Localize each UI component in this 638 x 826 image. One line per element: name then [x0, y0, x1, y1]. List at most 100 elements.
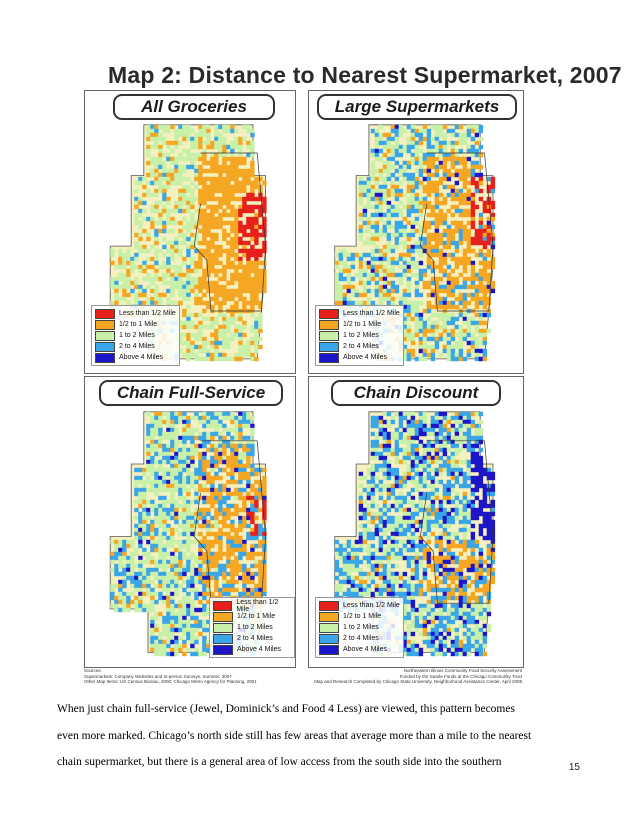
tract-cell — [170, 216, 175, 222]
tract-cell — [366, 192, 372, 198]
tract-cell — [242, 276, 247, 282]
tract-cell — [150, 643, 155, 649]
tract-cell — [182, 567, 187, 573]
tract-cell — [382, 252, 388, 258]
tract-cell — [426, 475, 432, 481]
tract-cell — [406, 316, 412, 322]
tract-cell — [238, 332, 243, 338]
tract-cell — [186, 523, 191, 529]
tract-cell — [198, 623, 203, 629]
tract-cell — [386, 144, 392, 150]
tract-cell — [358, 515, 364, 521]
tract-cell — [226, 264, 231, 270]
tract-cell — [334, 292, 340, 298]
tract-cell — [234, 288, 239, 294]
tract-cell — [206, 224, 211, 230]
tract-cell — [170, 427, 175, 433]
tract-cell — [170, 124, 175, 130]
tract-cell — [478, 459, 484, 465]
tract-cell — [210, 487, 215, 493]
tract-cell — [162, 639, 167, 645]
tract-cell — [426, 519, 432, 525]
tract-cell — [454, 515, 460, 521]
tract-cell — [382, 511, 388, 517]
tract-cell — [174, 555, 179, 561]
tract-cell — [206, 487, 211, 493]
tract-cell — [418, 148, 424, 154]
tract-cell — [390, 551, 396, 557]
tract-cell — [406, 292, 412, 298]
tract-cell — [190, 204, 195, 210]
legend-swatch — [213, 611, 233, 622]
tract-cell — [162, 467, 167, 473]
tract-cell — [138, 535, 143, 541]
tract-cell — [402, 148, 408, 154]
tract-cell — [378, 427, 384, 433]
tract-cell — [454, 535, 460, 541]
tract-cell — [182, 551, 187, 557]
tract-cell — [434, 124, 440, 130]
tract-cell — [446, 252, 452, 258]
tract-cell — [174, 132, 179, 138]
tract-cell — [146, 284, 151, 290]
tract-cell — [458, 160, 464, 166]
tract-cell — [470, 336, 476, 342]
tract-cell — [250, 336, 255, 342]
tract-cell — [166, 459, 171, 465]
tract-cell — [358, 531, 364, 537]
tract-cell — [218, 555, 223, 561]
tract-cell — [138, 583, 143, 589]
tract-cell — [214, 459, 219, 465]
tract-cell — [342, 264, 348, 270]
tract-cell — [246, 248, 251, 254]
tract-cell — [430, 164, 436, 170]
tract-cell — [186, 527, 191, 533]
tract-cell — [378, 200, 384, 206]
tract-cell — [378, 451, 384, 457]
tract-cell — [162, 583, 167, 589]
tract-cell — [422, 523, 428, 529]
tract-cell — [398, 200, 404, 206]
tract-cell — [258, 483, 263, 489]
tract-cell — [434, 192, 440, 198]
tract-cell — [466, 284, 472, 290]
tract-cell — [186, 248, 191, 254]
tract-cell — [382, 292, 388, 298]
tract-cell — [442, 423, 448, 429]
tract-cell — [394, 124, 400, 130]
tract-cell — [146, 180, 151, 186]
tract-cell — [394, 431, 400, 437]
tract-cell — [198, 176, 203, 182]
tract-cell — [250, 168, 255, 174]
tract-cell — [218, 423, 223, 429]
tract-cell — [234, 435, 239, 441]
tract-cell — [198, 356, 203, 362]
tract-cell — [466, 168, 472, 174]
tract-cell — [398, 128, 404, 134]
tract-cell — [202, 168, 207, 174]
tract-cell — [234, 415, 239, 421]
tract-cell — [226, 280, 231, 286]
tract-cell — [186, 591, 191, 597]
tract-cell — [394, 144, 400, 150]
tract-cell — [386, 288, 392, 294]
tract-cell — [250, 579, 255, 585]
tract-cell — [462, 527, 468, 533]
tract-cell — [182, 236, 187, 242]
tract-cell — [262, 507, 267, 513]
tract-cell — [486, 531, 492, 537]
tract-cell — [134, 499, 139, 505]
tract-cell — [254, 288, 259, 294]
tract-cell — [250, 451, 255, 457]
tract-cell — [382, 232, 388, 238]
tract-cell — [158, 300, 163, 306]
tract-cell — [194, 140, 199, 146]
tract-cell — [258, 336, 263, 342]
tract-cell — [406, 419, 412, 425]
tract-cell — [242, 543, 247, 549]
tract-cell — [466, 499, 472, 505]
tract-cell — [186, 471, 191, 477]
tract-cell — [178, 627, 183, 633]
tract-cell — [474, 312, 480, 318]
tract-cell — [242, 515, 247, 521]
